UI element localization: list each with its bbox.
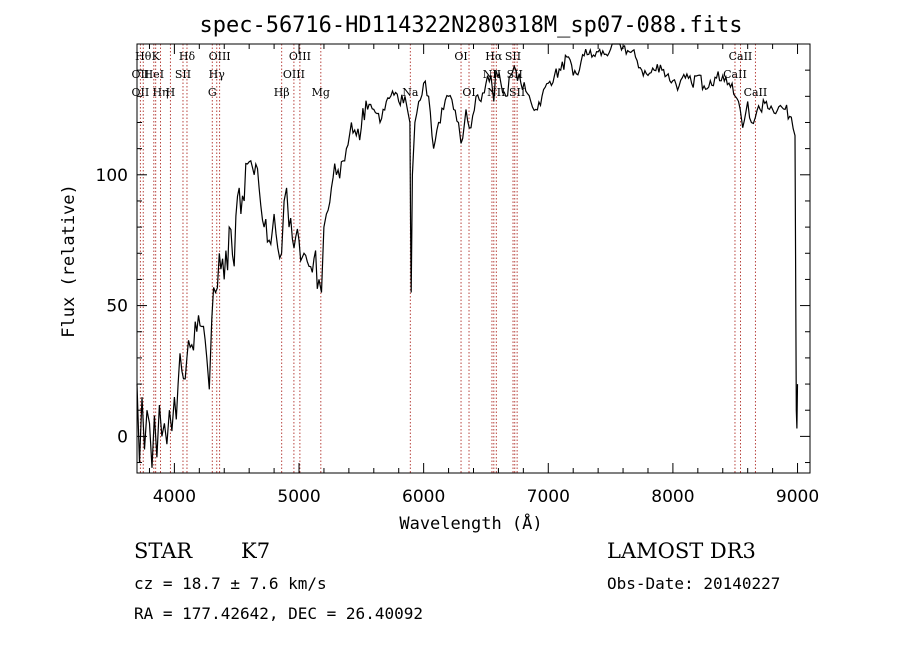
spectral-line-label: H xyxy=(166,86,176,99)
spectral-line-label: HeI xyxy=(144,68,164,81)
spectral-line-label: Mg xyxy=(312,86,330,99)
chart-title: spec-56716-HD114322N280318M_sp07-088.fit… xyxy=(199,13,742,38)
axis-tick-labels: 4000 5000 6000 7000 8000 9000 0 50 100 xyxy=(96,166,820,507)
spectral-line-label: OII xyxy=(132,68,150,81)
y-tick-label: 0 xyxy=(117,427,128,447)
y-tick-label: 50 xyxy=(106,297,128,317)
spectral-line-markers xyxy=(139,44,756,473)
spectral-line-label: OI xyxy=(454,50,467,63)
object-subclass: K7 xyxy=(241,539,271,563)
spectral-line-label: G xyxy=(208,86,217,99)
x-tick-label: 6000 xyxy=(402,487,445,507)
x-tick-label: 7000 xyxy=(527,487,570,507)
spectral-line-label: CaII xyxy=(729,50,753,63)
x-tick-label: 8000 xyxy=(651,487,694,507)
spectral-line-label: OIII xyxy=(209,50,231,63)
y-tick-label: 100 xyxy=(96,166,128,186)
axis-ticks xyxy=(137,43,810,473)
plot-frame xyxy=(136,43,811,474)
y-axis-label: Flux (relative) xyxy=(59,184,79,338)
x-axis-label: Wavelength (Å) xyxy=(399,512,542,534)
redshift-cz: cz = 18.7 ± 7.6 km/s xyxy=(134,574,327,593)
ra-dec-coordinates: RA = 177.42642, DEC = 26.40092 xyxy=(134,604,423,623)
object-class: STAR xyxy=(134,539,193,563)
spectral-line-label: CaII xyxy=(723,68,747,81)
spectral-line-label: CaII xyxy=(744,86,768,99)
spectral-line-label: OI xyxy=(462,86,475,99)
spectral-line-label: SII xyxy=(175,68,191,81)
spectral-line-label: Hγ xyxy=(209,68,226,81)
spectrum-series-line xyxy=(136,43,799,468)
spectral-line-label: Hδ xyxy=(179,50,196,63)
spectral-line-label: Na xyxy=(402,86,419,99)
spectral-line-label: OIII xyxy=(289,50,311,63)
observation-date: Obs-Date: 20140227 xyxy=(607,574,781,593)
spectral-line-label: Hβ xyxy=(274,86,290,99)
x-tick-label: 9000 xyxy=(776,487,819,507)
spectral-line-label: Hη xyxy=(152,86,168,99)
spectral-line-label: NII xyxy=(487,86,505,99)
spectral-line-label: OII xyxy=(132,86,150,99)
spectral-line-label: Hα xyxy=(485,50,503,63)
survey-name: LAMOST DR3 xyxy=(607,539,756,563)
spectral-line-label: K xyxy=(152,50,161,63)
spectral-line-label: OIII xyxy=(283,68,305,81)
x-tick-label: 4000 xyxy=(153,487,196,507)
spectral-line-label: SII xyxy=(509,86,525,99)
spectral-line-label: Hθ xyxy=(135,50,152,63)
x-tick-label: 5000 xyxy=(277,487,320,507)
spectral-line-label: SII xyxy=(505,50,521,63)
